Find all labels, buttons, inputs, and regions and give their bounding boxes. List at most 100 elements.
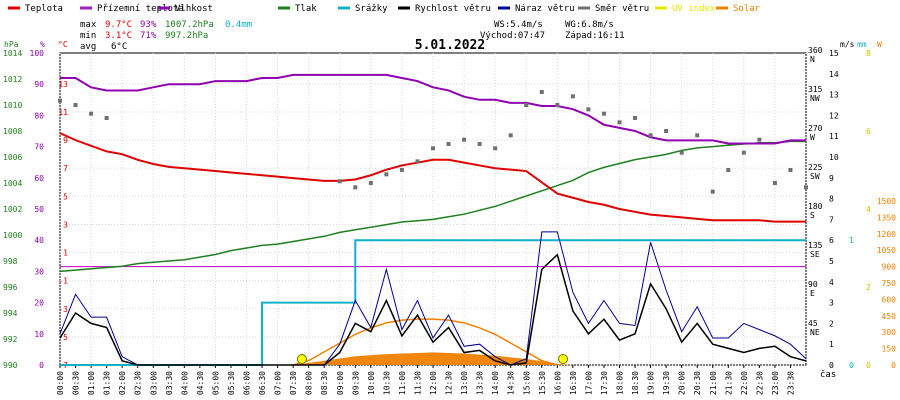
tick-celsius: 1 [63,249,68,258]
axis-label-solar: W [877,40,882,49]
stat-max-temperature: 9.7°C [105,20,132,30]
series-humidity [60,73,806,145]
stat-min-temperature: 3.1°C [105,31,132,41]
tick-percent: 40 [34,236,44,245]
x-axis-label: čas [820,369,836,380]
tick-direction-label: SE [810,250,820,259]
tick-mm: 1 [849,236,854,245]
x-tick-label: 11:00 [398,371,407,395]
wind-direction-point [353,185,358,190]
legend-label: Náraz větru [515,4,575,14]
stat-sunrise: Východ:07:47 [480,31,545,41]
tick-direction-degrees: 90 [808,280,818,289]
tick-percent: 70 [34,143,44,152]
stat-avg-temperature: 6°C [111,42,127,52]
tick-direction-degrees: 45 [808,319,818,328]
series-pressure [59,140,806,273]
tick-hpa: 994 [3,309,18,318]
wind-direction-point [477,142,482,146]
tick-celsius: 11 [58,108,68,117]
tick-percent: 0 [39,361,44,370]
stat-wind-gust: WG:6.8m/s [565,20,614,30]
tick-percent: 90 [34,80,44,89]
x-tick-label: 07:30 [289,371,298,395]
legend-label: Srážky [355,4,388,14]
tick-solar: 0 [891,361,896,370]
tick-hpa: 1000 [3,231,22,240]
tick-direction-label: E [810,289,815,298]
x-tick-label: 15:00 [522,371,531,395]
wind-direction-point [493,146,498,151]
legend-label: Tlak [295,4,317,14]
x-tick-label: 09:00 [336,371,345,395]
tick-direction-degrees: 270 [808,124,823,133]
tick-uv: 8 [866,49,871,58]
tick-solar: 600 [882,295,897,304]
tick-direction-label: SW [810,172,820,181]
x-tick-label: 22:00 [740,371,749,395]
x-tick-label: 06:00 [243,371,252,395]
tick-hpa: 996 [3,283,18,292]
tick-ms: 6 [829,236,834,245]
tick-solar: 1350 [877,213,896,222]
tick-celsius: -5 [58,333,68,342]
stat-max-pressure: 1007.2hPa [165,20,214,30]
tick-hpa: 1002 [3,205,22,214]
legend-label: Solar [733,4,761,14]
tick-uv: 0 [866,361,871,370]
x-tick-label: 10:00 [367,371,376,395]
legend-label: Směr větru [595,4,649,14]
wind-direction-point [462,137,467,142]
x-tick-label: 02:00 [118,371,127,395]
legend-label: Vlhkost [175,4,213,14]
x-tick-label: 14:00 [491,371,500,395]
tick-uv: 4 [866,205,871,214]
stat-max-label: max [80,20,97,30]
stats-block: max 9.7°C 93% 1007.2hPa 0.4mm min 3.1°C … [80,20,625,52]
tick-ms: 1 [829,340,834,349]
wind-direction-point [73,103,78,107]
tick-percent: 10 [34,330,44,339]
x-tick-label: 22:30 [755,371,764,395]
x-tick-label: 19:30 [662,371,671,395]
tick-celsius: 5 [63,192,68,201]
x-tick-label: 23:30 [786,371,795,395]
x-tick-label: 01:30 [103,371,112,395]
tick-ms: 8 [829,195,834,204]
tick-ms: 14 [829,70,839,79]
tick-solar: 900 [882,263,897,272]
wind-direction-point [446,142,451,146]
tick-ms: 3 [829,299,834,308]
legend-label: Teplota [25,4,63,14]
axes: hPa% °C9909929949969981000100210041006100… [3,40,896,395]
x-tick-label: 12:30 [445,371,454,395]
stat-min-humidity: 71% [140,31,157,41]
x-tick-label: 13:30 [476,371,485,395]
wind-direction-point [710,189,715,194]
wind-direction-point [804,185,808,190]
tick-celsius: -1 [58,277,68,286]
axis-label-ms: m/s [840,40,855,49]
sun-marker [558,354,569,364]
wind-direction-point [570,94,575,99]
wind-direction-point [772,181,777,185]
wind-direction-point [617,120,622,125]
wind-direction-point [586,107,591,112]
tick-percent: 100 [30,49,45,58]
tick-ms: 12 [829,111,839,120]
tick-ms: 15 [829,49,839,58]
tick-ms: 4 [829,278,834,287]
legend-label: Rychlost větru [415,4,491,14]
x-tick-label: 08:30 [320,371,329,395]
tick-solar: 300 [882,328,897,337]
x-tick-label: 02:30 [134,371,143,395]
stat-avg-label: avg [80,42,96,52]
wind-direction-point [695,133,700,138]
tick-hpa: 1008 [3,127,22,136]
x-tick-label: 20:30 [693,371,702,395]
wind-direction-point [508,133,513,138]
axis-label-hpa: hPa [4,40,19,49]
x-tick-label: 15:30 [538,371,547,395]
wind-direction-point [633,116,638,120]
